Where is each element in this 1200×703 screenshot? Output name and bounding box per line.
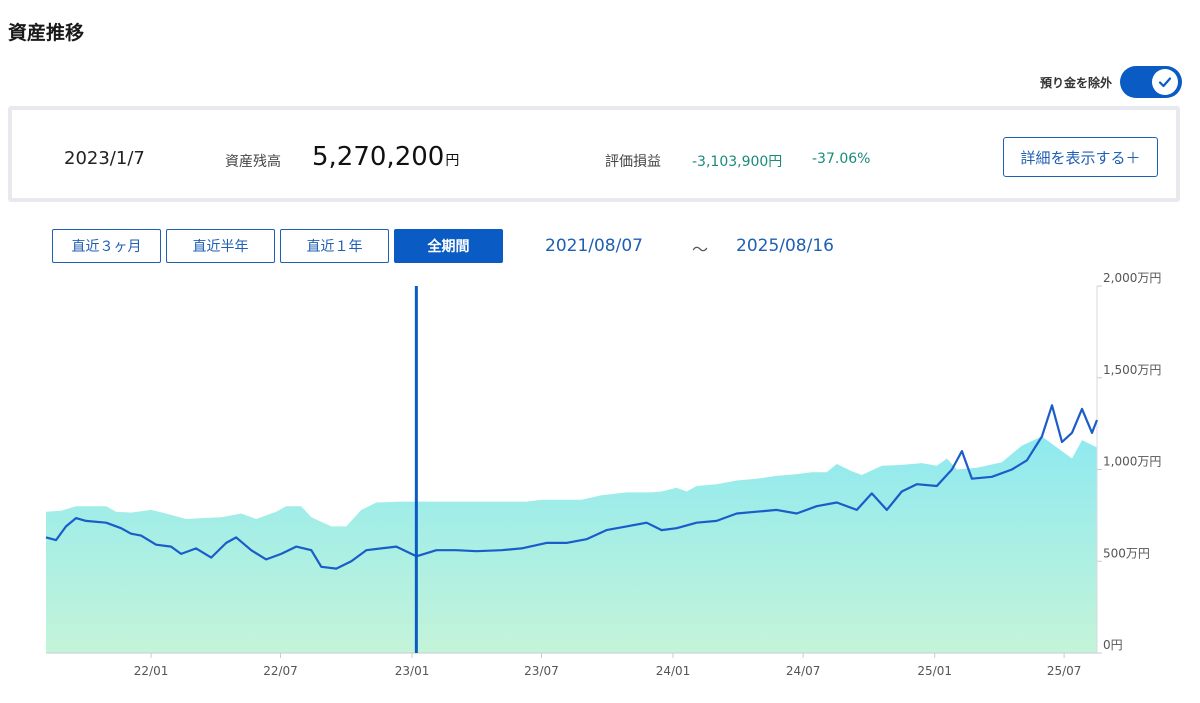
profit-loss-amount: -3,103,900円 bbox=[692, 154, 783, 170]
selected-date: 2023/1/7 bbox=[64, 148, 145, 169]
asset-history-chart[interactable]: 0円 500万円 1,000万円 1,500万円 2,000万円 22/01 22/07 23… bbox=[0, 270, 1200, 700]
x-tick-label: 23/01 bbox=[395, 664, 430, 678]
y-tick-label: 1,000万円 bbox=[1103, 455, 1161, 469]
y-tick-label: 0円 bbox=[1103, 638, 1123, 652]
page-title: 資産推移 bbox=[8, 22, 85, 44]
range-separator: 〜 bbox=[692, 240, 709, 259]
check-icon bbox=[1158, 77, 1172, 88]
y-tick-label: 1,500万円 bbox=[1103, 363, 1161, 377]
balance-label: 資産残高 bbox=[225, 154, 281, 170]
range-end-date: 2025/08/16 bbox=[736, 236, 834, 256]
period-1-year-button[interactable]: 直近１年 bbox=[280, 229, 389, 263]
x-tick-label: 23/07 bbox=[524, 664, 559, 678]
balance-amount: 5,270,200 bbox=[312, 142, 445, 172]
exclude-deposit-label: 預り金を除外 bbox=[1039, 75, 1112, 90]
balance-value: 5,270,200円 bbox=[312, 142, 459, 172]
profit-loss-label: 評価損益 bbox=[605, 154, 661, 170]
period-6-months-button[interactable]: 直近半年 bbox=[166, 229, 275, 263]
y-tick-label: 500万円 bbox=[1103, 546, 1150, 560]
x-tick-label: 25/01 bbox=[917, 664, 952, 678]
deposit-area bbox=[46, 436, 1097, 653]
toggle-knob bbox=[1152, 69, 1178, 95]
balance-unit: 円 bbox=[445, 153, 460, 169]
y-tick-label: 2,000万円 bbox=[1103, 271, 1161, 285]
exclude-deposit-toggle-row: 預り金を除外 bbox=[1040, 66, 1182, 98]
range-start-date: 2021/08/07 bbox=[545, 236, 643, 256]
summary-panel: 2023/1/7 資産残高 5,270,200円 評価損益 -3,103,900… bbox=[8, 106, 1180, 202]
period-all-button[interactable]: 全期間 bbox=[394, 229, 503, 263]
exclude-deposit-toggle[interactable] bbox=[1120, 66, 1182, 98]
x-tick-label: 22/07 bbox=[263, 664, 298, 678]
x-tick-label: 25/07 bbox=[1047, 664, 1082, 678]
x-tick-label: 24/01 bbox=[656, 664, 691, 678]
asset-line bbox=[45, 404, 1099, 570]
profit-loss-percent: -37.06% bbox=[812, 151, 871, 167]
x-tick-label: 22/01 bbox=[134, 664, 169, 678]
show-details-button[interactable]: 詳細を表示する＋ bbox=[1003, 137, 1158, 177]
x-tick-label: 24/07 bbox=[786, 664, 821, 678]
period-3-months-button[interactable]: 直近３ヶ月 bbox=[52, 229, 161, 263]
